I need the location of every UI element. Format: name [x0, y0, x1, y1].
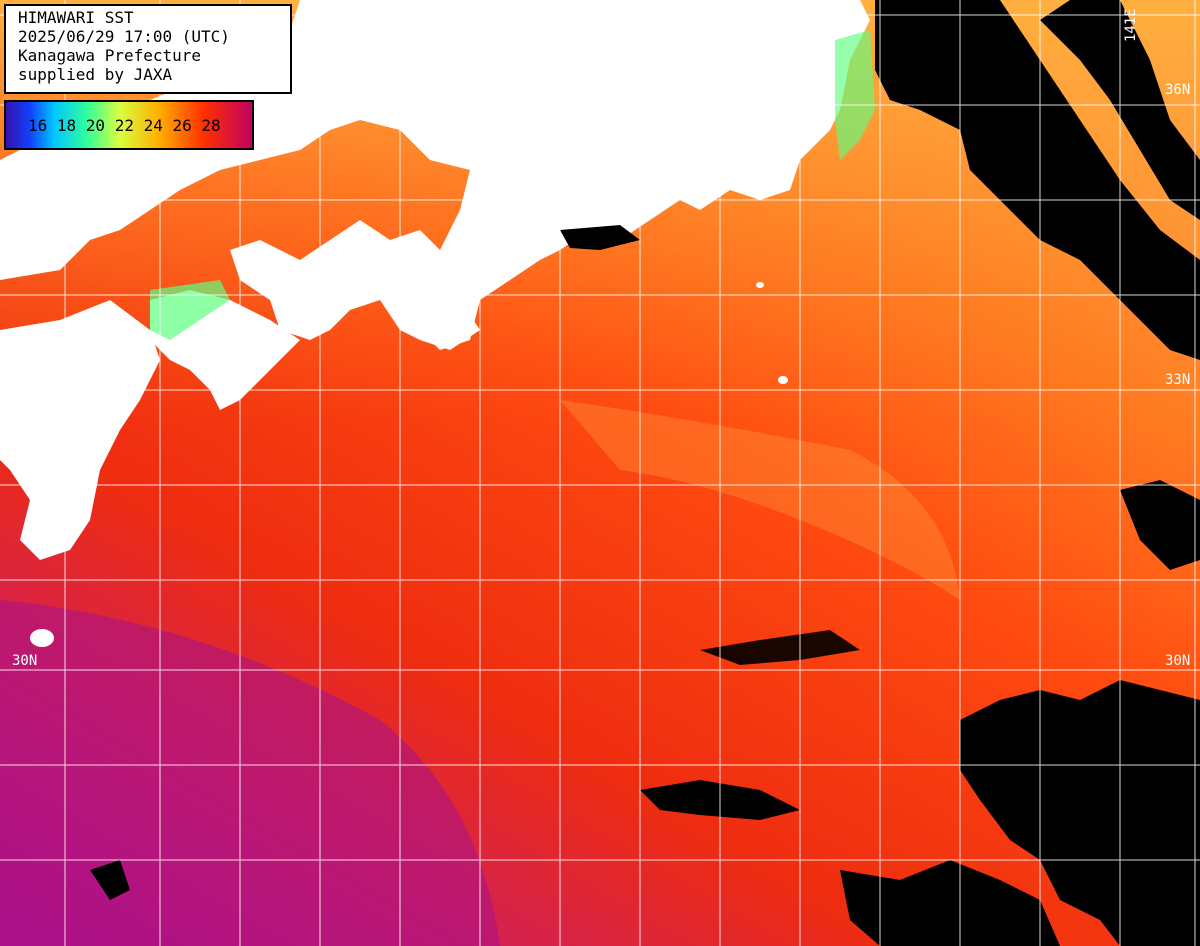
info-prefecture: Kanagawa Prefecture: [18, 46, 202, 65]
kyushu-land: [0, 300, 160, 560]
island-small-2: [778, 376, 788, 384]
info-box: HIMAWARI SST 2025/06/29 17:00 (UTC) Kana…: [4, 4, 292, 94]
lat-label-33n-left: 33N: [8, 372, 34, 388]
lat-label-33n-right: 33N: [1165, 372, 1191, 388]
lon-label-136e: 136E: [483, 8, 499, 42]
cloud-east-mid: [1120, 480, 1200, 570]
temperature-legend: 16 18 20 22 24 26 28: [4, 100, 254, 150]
legend-labels: 16 18 20 22 24 26 28: [28, 116, 221, 135]
island-small-3: [756, 282, 764, 288]
cool-bay: [835, 30, 875, 160]
cloud-inland-patch: [560, 225, 640, 250]
lat-label-36n: 36N: [1165, 82, 1191, 98]
lat-label-30n-right: 30N: [1165, 653, 1191, 669]
info-title: HIMAWARI SST: [18, 8, 134, 27]
lon-label-141e: 141E: [1123, 8, 1139, 42]
warm-tongue: [560, 400, 960, 600]
island-small-1: [30, 629, 54, 647]
info-supplier: supplied by JAXA: [18, 65, 173, 84]
kii-land: [380, 290, 480, 350]
lat-label-30n-left: 30N: [12, 653, 38, 669]
cloud-southeast: [960, 680, 1200, 946]
cloud-south-band: [840, 860, 1060, 946]
cloud-northeast: [875, 0, 1200, 360]
cloud-southwest: [90, 860, 130, 900]
cloud-mid-streak: [700, 630, 860, 665]
info-timestamp: 2025/06/29 17:00 (UTC): [18, 27, 230, 46]
legend-colorbar: [5, 101, 253, 149]
